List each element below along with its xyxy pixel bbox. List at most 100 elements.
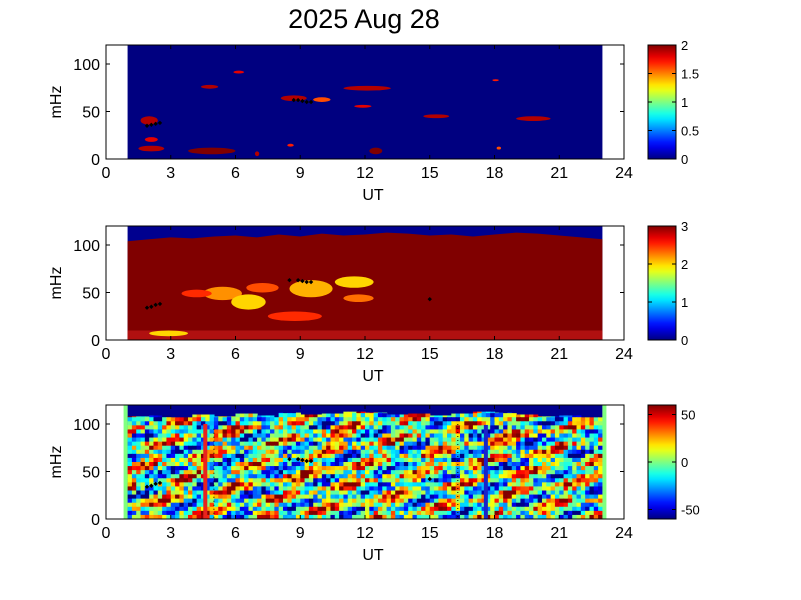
heatmap-cell (356, 478, 362, 483)
heatmap-cell (308, 478, 314, 483)
heatmap-cell (149, 433, 155, 439)
heatmap-cell (438, 462, 444, 467)
heatmap-cell (408, 429, 414, 435)
heatmap-cell (399, 421, 405, 426)
heatmap-cell (127, 514, 133, 519)
heatmap-cell (485, 510, 491, 516)
heatmap-cell (153, 445, 159, 451)
heatmap-cell (226, 498, 232, 504)
heatmap-cell (546, 429, 552, 435)
heatmap-cell (365, 445, 370, 451)
heatmap-cell (231, 437, 237, 443)
heatmap-cell (598, 429, 604, 435)
heatmap-cell (218, 506, 224, 512)
heatmap-cell (162, 421, 168, 426)
heatmap-cell (196, 421, 202, 426)
heatmap-patch (144, 137, 158, 142)
heatmap-cell (235, 470, 241, 475)
heatmap-cell (183, 429, 189, 435)
heatmap-cell (442, 478, 448, 483)
heatmap-cell (365, 486, 370, 492)
heatmap-cell (136, 429, 142, 435)
heatmap-cell (585, 421, 591, 426)
heatmap-cell (188, 421, 193, 426)
heatmap-cell (369, 421, 375, 426)
heatmap-cell (334, 445, 340, 451)
heatmap-cell (153, 417, 159, 422)
heatmap-cell (477, 506, 483, 512)
heatmap-cell (408, 417, 414, 422)
heatmap-cell (503, 429, 509, 435)
heatmap-cell (524, 441, 530, 447)
heatmap-cell (369, 417, 375, 422)
heatmap-cell (373, 490, 379, 496)
heatmap-cell (352, 462, 357, 467)
heatmap-cell (127, 462, 133, 467)
heatmap-cell (231, 441, 237, 447)
heatmap-cell (572, 470, 578, 475)
heatmap-cell (295, 478, 301, 483)
heatmap-cell (209, 462, 215, 467)
heatmap-cell (270, 453, 275, 459)
heatmap-cell (369, 449, 375, 455)
heatmap-cell (559, 425, 565, 431)
heatmap-cell (192, 466, 198, 471)
heatmap-cell (589, 490, 595, 496)
heatmap-cell (235, 494, 241, 500)
heatmap-cell (403, 490, 409, 496)
heatmap-cell (166, 433, 172, 439)
heatmap-cell (127, 457, 133, 463)
heatmap-cell (192, 453, 198, 459)
heatmap-cell (593, 433, 599, 439)
data-mark (308, 99, 314, 105)
heatmap-cell (278, 502, 284, 508)
heatmap-cell (162, 494, 168, 500)
heatmap-cell (244, 462, 250, 467)
heatmap-cell (213, 466, 219, 471)
heatmap-cell (213, 482, 219, 488)
heatmap-cell (300, 437, 306, 443)
heatmap-cell (511, 453, 517, 459)
heatmap-cell (287, 441, 293, 447)
heatmap-cell (533, 466, 539, 471)
heatmap-cell (447, 441, 452, 447)
heatmap-cell (442, 462, 448, 467)
heatmap-cell (192, 498, 198, 504)
heatmap-cell (188, 482, 193, 488)
heatmap-cell (291, 445, 297, 451)
heatmap-cell (291, 470, 297, 475)
heatmap-cell (239, 413, 245, 419)
heatmap-cell (395, 474, 401, 479)
heatmap-cell (412, 514, 418, 519)
heatmap-cell (188, 462, 193, 467)
heatmap-cell (153, 498, 159, 504)
heatmap-cell (157, 474, 163, 479)
heatmap-cell (205, 474, 211, 479)
heatmap-cell (235, 433, 241, 439)
heatmap-cell (239, 502, 245, 508)
heatmap-cell (567, 502, 573, 508)
heatmap-patch (289, 280, 333, 298)
heatmap-cell (472, 482, 478, 488)
heatmap-cell (200, 421, 206, 426)
heatmap-cell (537, 482, 543, 488)
heatmap-cell (468, 453, 474, 459)
heatmap-cell (317, 457, 323, 463)
heatmap-cell (403, 470, 409, 475)
heatmap-cell (261, 490, 267, 496)
heatmap-cell (429, 441, 435, 447)
heatmap-cell (421, 478, 427, 483)
heatmap-cell (546, 417, 552, 422)
heatmap-cell (425, 425, 431, 431)
heatmap-cell (157, 449, 163, 455)
heatmap-low-band (127, 330, 603, 340)
heatmap-cell (503, 425, 509, 431)
data-mark (308, 279, 314, 285)
heatmap-cell (390, 470, 396, 475)
heatmap-cell (520, 486, 526, 492)
heatmap-patch (149, 330, 189, 337)
heatmap-cell (282, 478, 288, 483)
heatmap-cell (352, 474, 357, 479)
heatmap-cell (140, 502, 146, 508)
heatmap-cell (192, 494, 198, 500)
